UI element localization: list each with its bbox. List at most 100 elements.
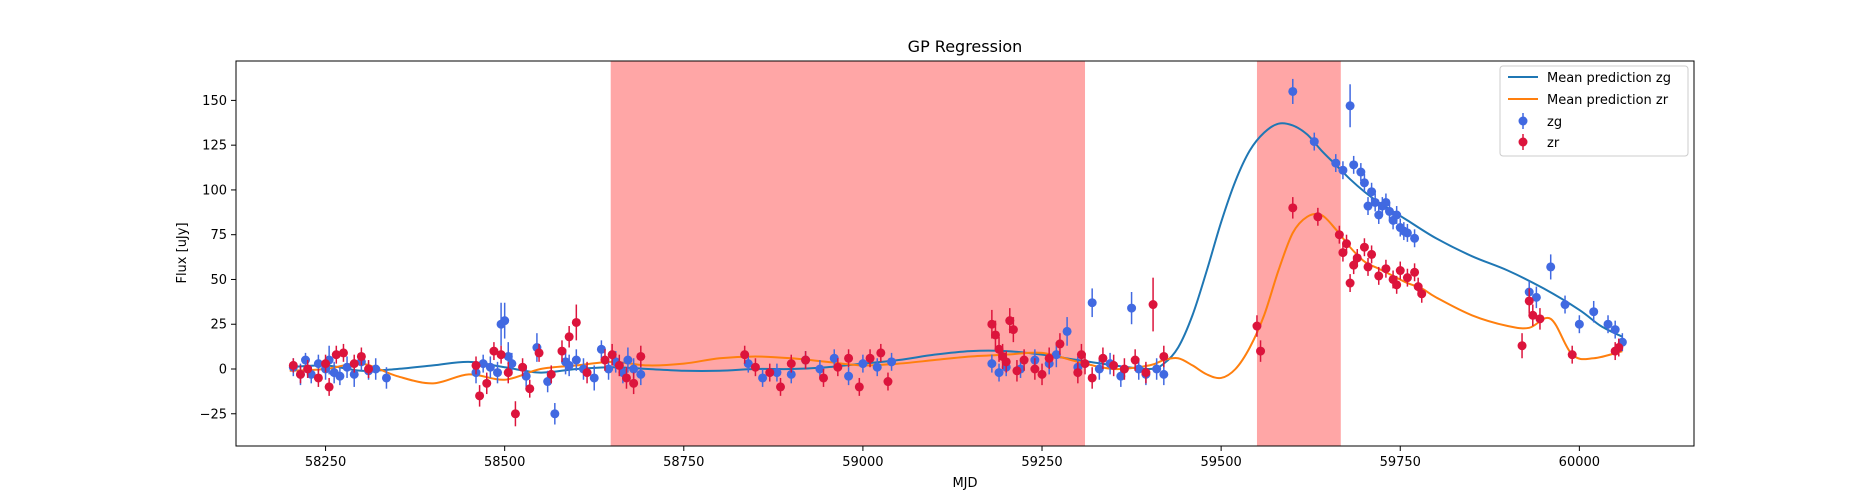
point-zr (1288, 203, 1298, 213)
point-zr (1076, 350, 1086, 360)
x-tick-label: 59500 (1200, 455, 1241, 470)
point-zg (1610, 325, 1620, 335)
point-zr (313, 373, 323, 383)
point-zr (582, 368, 592, 378)
point-zg (1094, 364, 1104, 374)
point-zr (571, 317, 581, 327)
point-zr (489, 346, 499, 356)
x-tick-label: 59000 (842, 455, 883, 470)
point-zg (772, 368, 782, 378)
legend-label-zr-line: Mean prediction zr (1547, 93, 1669, 108)
point-zr (1535, 314, 1545, 324)
point-zg (786, 369, 796, 379)
point-zr (510, 409, 520, 419)
point-zr (475, 391, 485, 401)
point-zr (295, 369, 305, 379)
point-zr (636, 351, 646, 361)
legend-swatch-zr-marker (1518, 137, 1528, 147)
point-zg (1402, 228, 1412, 238)
point-zg (1338, 165, 1348, 175)
point-zg (1134, 364, 1144, 374)
y-tick-label: 100 (202, 183, 227, 198)
point-zg (342, 362, 352, 372)
point-zr (1345, 278, 1355, 288)
point-zg (1127, 303, 1137, 313)
point-zg (1374, 210, 1384, 220)
x-tick-label: 58750 (663, 455, 704, 470)
series-zr (288, 197, 1624, 427)
point-zr (471, 360, 481, 370)
point-zr (1080, 359, 1090, 369)
point-zg (1288, 86, 1298, 96)
point-zg (1603, 319, 1613, 329)
point-zr (1252, 321, 1262, 331)
point-zg (500, 316, 510, 326)
point-zr (1087, 373, 1097, 383)
point-zg (543, 377, 553, 387)
point-zg (1116, 371, 1126, 381)
point-zg (596, 344, 606, 354)
point-zg (335, 371, 345, 381)
y-tick-label: 0 (219, 363, 227, 378)
point-zg (564, 360, 574, 370)
point-zg (636, 369, 646, 379)
point-zg (1363, 201, 1373, 211)
x-tick-label: 58500 (484, 455, 525, 470)
point-zr (883, 377, 893, 387)
point-zr (349, 359, 359, 369)
point-zr (1109, 360, 1119, 370)
point-zr (1352, 253, 1362, 263)
point-zg (872, 362, 882, 372)
point-zr (740, 350, 750, 360)
point-zg (629, 364, 639, 374)
point-zg (987, 359, 997, 369)
point-zg (758, 373, 768, 383)
x-tick-label: 60000 (1559, 455, 1600, 470)
point-zg (604, 364, 614, 374)
point-zg (381, 373, 391, 383)
point-zr (1567, 350, 1577, 360)
point-zr (1517, 341, 1527, 351)
point-zg (1367, 187, 1377, 197)
point-zr (1037, 369, 1047, 379)
point-zg (507, 359, 517, 369)
point-zr (614, 360, 624, 370)
x-tick-label: 59750 (1380, 455, 1421, 470)
point-zg (1546, 262, 1556, 272)
point-zr (1073, 368, 1083, 378)
point-zg (313, 359, 323, 369)
point-zr (557, 346, 567, 356)
point-zg (743, 359, 753, 369)
point-zr (854, 382, 864, 392)
point-zr (1410, 267, 1420, 277)
point-zg (503, 351, 513, 361)
x-tick-label: 58250 (305, 455, 346, 470)
point-zr (600, 355, 610, 365)
point-zr (833, 362, 843, 372)
point-zr (324, 382, 334, 392)
point-zr (1012, 366, 1022, 376)
point-zr (356, 351, 366, 361)
point-zr (288, 360, 298, 370)
point-zr (1392, 280, 1402, 290)
y-axis-label: Flux [uJy] (175, 222, 190, 283)
point-zr (1363, 262, 1373, 272)
point-zr (1148, 300, 1158, 310)
plot-frame (235, 60, 1695, 447)
point-zr (482, 378, 492, 388)
shaded-region-2 (1256, 61, 1341, 446)
point-zr (994, 344, 1004, 354)
point-zr (818, 373, 828, 383)
point-zr (518, 362, 528, 372)
point-zr (1019, 355, 1029, 365)
point-zr (750, 362, 760, 372)
point-zg (1531, 292, 1541, 302)
point-zr (496, 350, 506, 360)
point-zr (1367, 249, 1377, 259)
point-zr (1008, 325, 1018, 335)
point-zr (865, 353, 875, 363)
point-zr (321, 359, 331, 369)
point-zr (1334, 230, 1344, 240)
point-zg (1589, 307, 1599, 317)
point-zg (1331, 158, 1341, 168)
